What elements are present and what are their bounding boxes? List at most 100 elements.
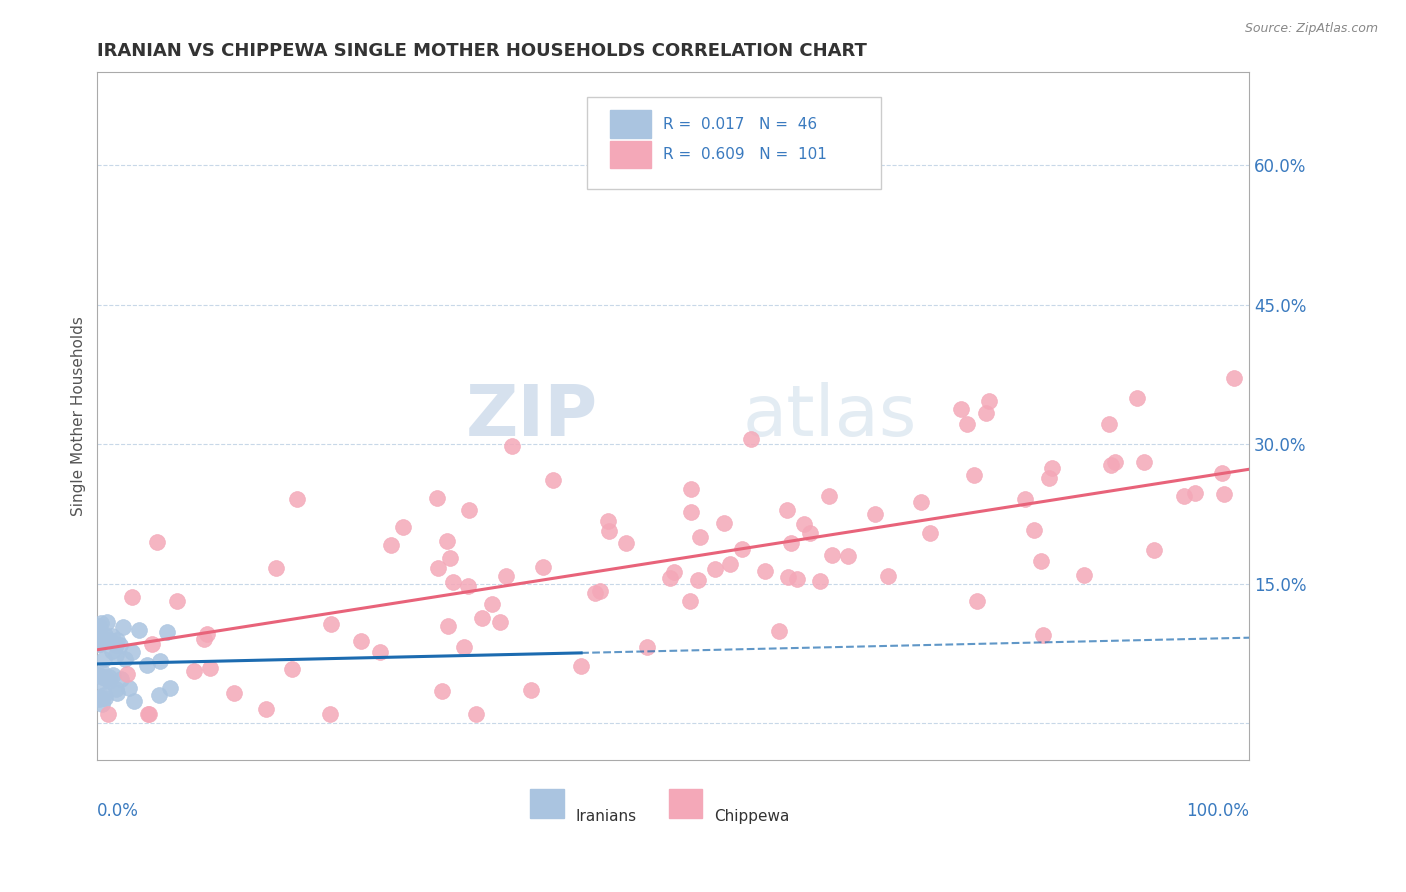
Point	[471, 611, 494, 625]
Point	[98, 674, 121, 689]
Point	[808, 574, 831, 589]
FancyBboxPatch shape	[669, 789, 702, 818]
Point	[689, 530, 711, 544]
Point	[89, 692, 111, 706]
Point	[786, 572, 808, 586]
Point	[569, 659, 592, 673]
Point	[87, 619, 110, 633]
Point	[101, 629, 124, 643]
Point	[195, 626, 218, 640]
Point	[636, 640, 658, 655]
Point	[876, 569, 898, 583]
Text: 0.0%: 0.0%	[97, 802, 139, 820]
Point	[740, 432, 762, 446]
Point	[662, 565, 685, 579]
Text: Iranians: Iranians	[575, 808, 637, 823]
Point	[138, 706, 160, 721]
Point	[100, 644, 122, 658]
Point	[94, 670, 117, 684]
Point	[963, 468, 986, 483]
Text: 100.0%: 100.0%	[1187, 802, 1250, 820]
Point	[1143, 542, 1166, 557]
Point	[90, 674, 112, 689]
Point	[319, 706, 342, 721]
Point	[281, 662, 304, 676]
FancyBboxPatch shape	[586, 96, 880, 189]
Point	[148, 688, 170, 702]
Point	[488, 615, 510, 630]
Point	[146, 535, 169, 549]
Point	[105, 682, 128, 697]
Text: Chippewa: Chippewa	[714, 808, 789, 823]
Point	[776, 570, 799, 584]
Point	[441, 575, 464, 590]
Point	[136, 706, 159, 721]
Text: Source: ZipAtlas.com: Source: ZipAtlas.com	[1244, 22, 1378, 36]
Point	[817, 489, 839, 503]
Point	[183, 664, 205, 678]
Point	[614, 536, 637, 550]
Point	[93, 691, 115, 706]
Point	[596, 514, 619, 528]
Point	[264, 561, 287, 575]
Point	[1038, 470, 1060, 484]
Point	[104, 639, 127, 653]
Point	[457, 503, 479, 517]
Point	[114, 652, 136, 666]
Point	[136, 658, 159, 673]
Point	[149, 654, 172, 668]
Point	[501, 439, 523, 453]
Point	[98, 670, 121, 684]
Point	[90, 616, 112, 631]
Point	[793, 516, 815, 531]
Point	[89, 631, 111, 645]
Point	[754, 564, 776, 578]
Point	[679, 482, 702, 496]
Point	[93, 652, 115, 666]
Point	[380, 538, 402, 552]
Point	[1099, 458, 1122, 472]
Point	[426, 491, 449, 506]
Point	[1126, 391, 1149, 405]
Point	[105, 686, 128, 700]
Point	[464, 706, 486, 721]
Point	[111, 620, 134, 634]
Point	[105, 648, 128, 662]
Point	[837, 549, 859, 563]
Point	[531, 559, 554, 574]
Point	[541, 473, 564, 487]
Point	[430, 684, 453, 698]
Point	[658, 571, 681, 585]
Point	[1184, 485, 1206, 500]
Point	[87, 667, 110, 681]
Point	[90, 691, 112, 706]
Point	[110, 672, 132, 686]
Point	[124, 694, 146, 708]
Point	[141, 637, 163, 651]
FancyBboxPatch shape	[610, 111, 651, 137]
Point	[97, 706, 120, 721]
Point	[519, 682, 541, 697]
Point	[1040, 461, 1063, 475]
Point	[949, 401, 972, 416]
Point	[1097, 417, 1119, 431]
Point	[1223, 370, 1246, 384]
Point	[583, 585, 606, 599]
Point	[121, 645, 143, 659]
Point	[863, 507, 886, 521]
Point	[94, 628, 117, 642]
Point	[118, 681, 141, 695]
Point	[90, 665, 112, 679]
Point	[128, 623, 150, 637]
Point	[679, 505, 702, 519]
Point	[918, 526, 941, 541]
Point	[87, 624, 110, 638]
Point	[156, 625, 179, 640]
Point	[966, 593, 988, 607]
Point	[439, 550, 461, 565]
Point	[956, 417, 979, 432]
Point	[495, 568, 517, 582]
Point	[453, 640, 475, 654]
Point	[319, 617, 342, 632]
Point	[910, 494, 932, 508]
